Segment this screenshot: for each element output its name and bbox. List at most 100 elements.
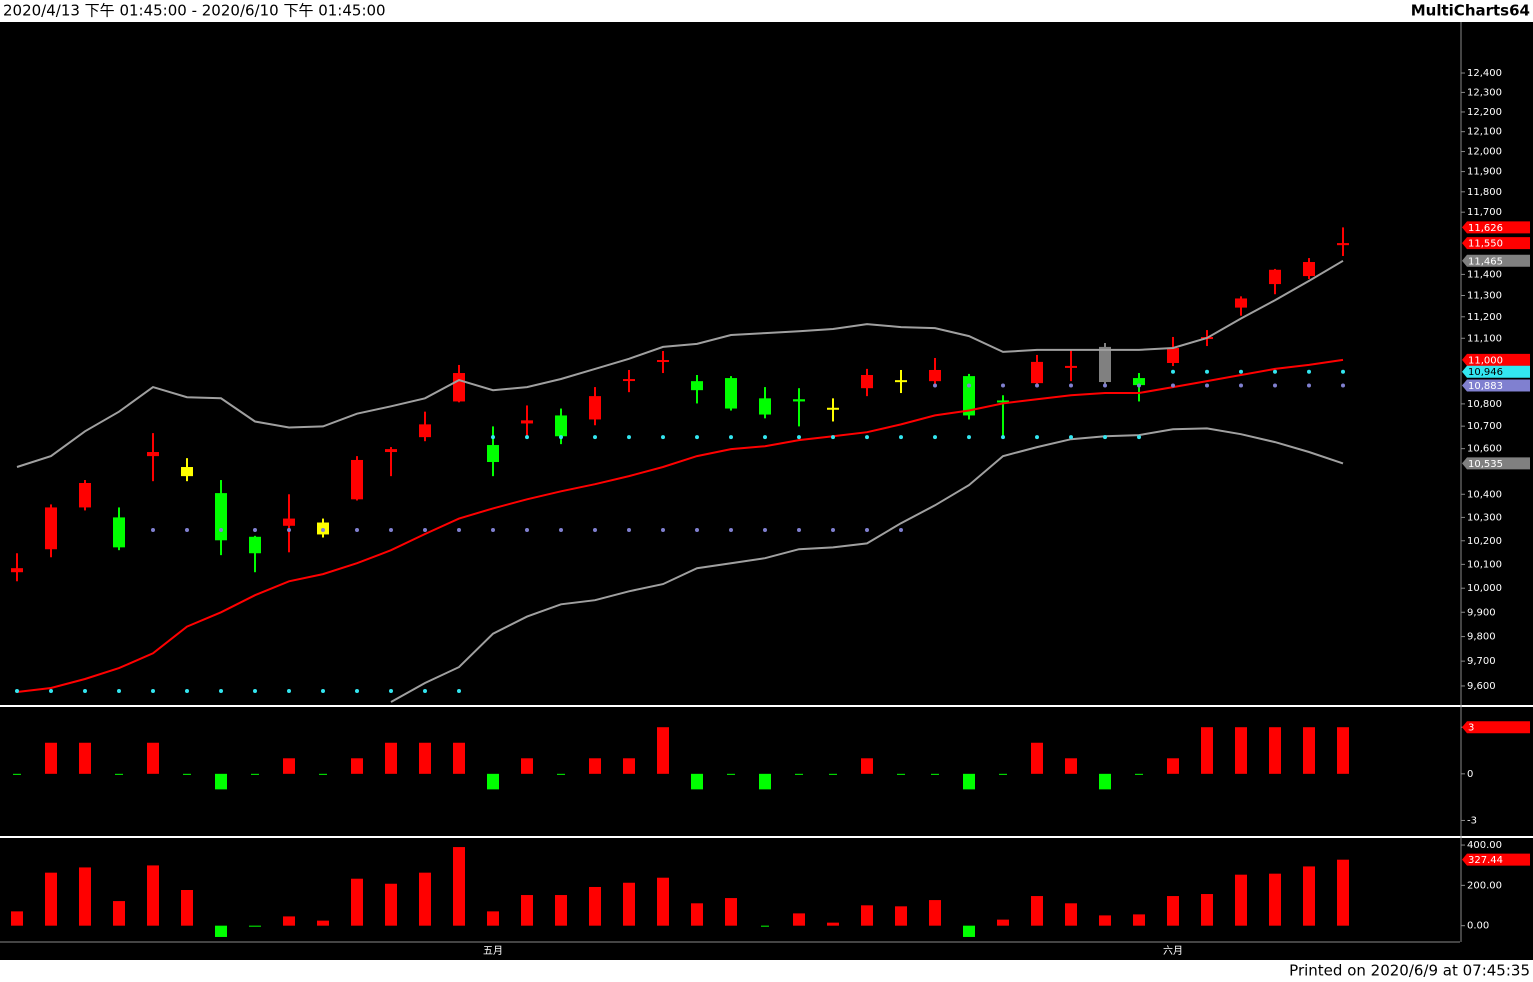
bar: [557, 773, 565, 775]
candle-body: [555, 415, 567, 437]
y-tick-label: 12,300: [1467, 87, 1502, 98]
y-tick-label: 10,000: [1467, 583, 1502, 594]
indicator-dot: [661, 527, 665, 532]
bar: [727, 773, 735, 775]
indicator-dot: [1103, 383, 1107, 388]
candle-body: [1099, 346, 1111, 383]
candle-body: [793, 399, 805, 402]
bar: [827, 922, 839, 926]
indicator-dot: [1137, 383, 1141, 388]
indicator-dot: [627, 527, 631, 532]
candle-body: [283, 518, 295, 526]
bar: [487, 773, 499, 790]
app-name: MultiCharts64: [1411, 2, 1530, 20]
price-tag: [1462, 721, 1530, 734]
bar: [79, 742, 91, 774]
indicator-dot: [1341, 383, 1345, 388]
indicator-dot: [491, 435, 495, 440]
candle-body: [759, 398, 771, 415]
y-tick-label: -3: [1467, 815, 1477, 826]
indicator-dot: [1035, 383, 1039, 388]
bar: [1337, 727, 1349, 774]
indicator-dot: [423, 688, 427, 693]
y-tick-label: 10,300: [1467, 512, 1502, 523]
candle-body: [895, 380, 907, 383]
y-tick-label: 200.00: [1467, 880, 1502, 891]
candle-body: [249, 536, 261, 554]
candle-body: [11, 568, 23, 573]
indicator-dot: [1069, 435, 1073, 440]
indicator-dot: [389, 527, 393, 532]
price-tag-label: 11,550: [1468, 239, 1503, 250]
candle-body: [1235, 298, 1247, 308]
indicator-dot: [185, 527, 189, 532]
indicator-dot: [253, 527, 257, 532]
y-tick-label: 0: [1467, 769, 1473, 780]
bar: [1269, 873, 1281, 926]
price-tag-label: 10,946: [1468, 367, 1503, 378]
bar: [45, 872, 57, 926]
candle-body: [385, 449, 397, 453]
indicator-dot: [321, 527, 325, 532]
bar: [999, 773, 1007, 775]
bar: [1303, 866, 1315, 926]
y-tick-label: 9,900: [1467, 607, 1496, 618]
y-tick-label: 10,600: [1467, 444, 1502, 455]
bar: [385, 742, 397, 774]
y-tick-label: 10,700: [1467, 421, 1502, 432]
x-tick-label: 六月: [1163, 945, 1183, 957]
bar: [351, 758, 363, 774]
y-tick-label: 10,400: [1467, 489, 1502, 500]
indicator-dot: [287, 688, 291, 693]
indicator-line: [16, 259, 1344, 468]
indicator-dot: [1273, 369, 1277, 374]
indicator-dot: [1307, 383, 1311, 388]
bar: [453, 742, 465, 774]
price-tag: [1462, 457, 1530, 470]
bar: [419, 872, 431, 926]
indicator-dot: [1239, 383, 1243, 388]
candle-body: [419, 424, 431, 438]
bar: [1235, 727, 1247, 774]
bar: [929, 900, 941, 926]
price-tag: [1462, 221, 1530, 234]
bar: [319, 773, 327, 775]
bar: [589, 886, 601, 926]
price-tag: [1462, 254, 1530, 267]
indicator-dot: [219, 527, 223, 532]
x-tick-label: 五月: [483, 945, 503, 957]
indicator-dot: [151, 527, 155, 532]
y-tick-label: 12,100: [1467, 127, 1502, 138]
bar: [317, 920, 329, 926]
y-tick-label: 9,600: [1467, 681, 1496, 692]
bar: [521, 758, 533, 774]
indicator-dot: [933, 383, 937, 388]
indicator-dot: [457, 527, 461, 532]
indicator-dot: [1171, 383, 1175, 388]
indicator-dot: [491, 527, 495, 532]
bar: [487, 911, 499, 926]
candle-body: [147, 452, 159, 457]
price-tag-label: 327.44: [1468, 855, 1503, 866]
bar: [657, 727, 669, 774]
indicator-dot: [967, 435, 971, 440]
candle-body: [997, 400, 1009, 403]
bar: [419, 742, 431, 774]
indicator-dot: [389, 688, 393, 693]
indicator-dot: [865, 435, 869, 440]
indicator-line: [390, 427, 1344, 703]
indicator-line: [16, 358, 1344, 693]
indicator-dot: [559, 435, 563, 440]
y-tick-label: 12,200: [1467, 107, 1502, 118]
bar: [1031, 742, 1043, 774]
candle-body: [589, 396, 601, 420]
bar: [115, 773, 123, 775]
bar: [11, 911, 23, 926]
main-plot: [11, 227, 1349, 703]
candle-body: [827, 407, 839, 410]
indicator-dot: [627, 435, 631, 440]
y-tick-label: 0.00: [1467, 921, 1489, 932]
indicator-dot: [117, 688, 121, 693]
y-tick-label: 11,900: [1467, 167, 1502, 178]
